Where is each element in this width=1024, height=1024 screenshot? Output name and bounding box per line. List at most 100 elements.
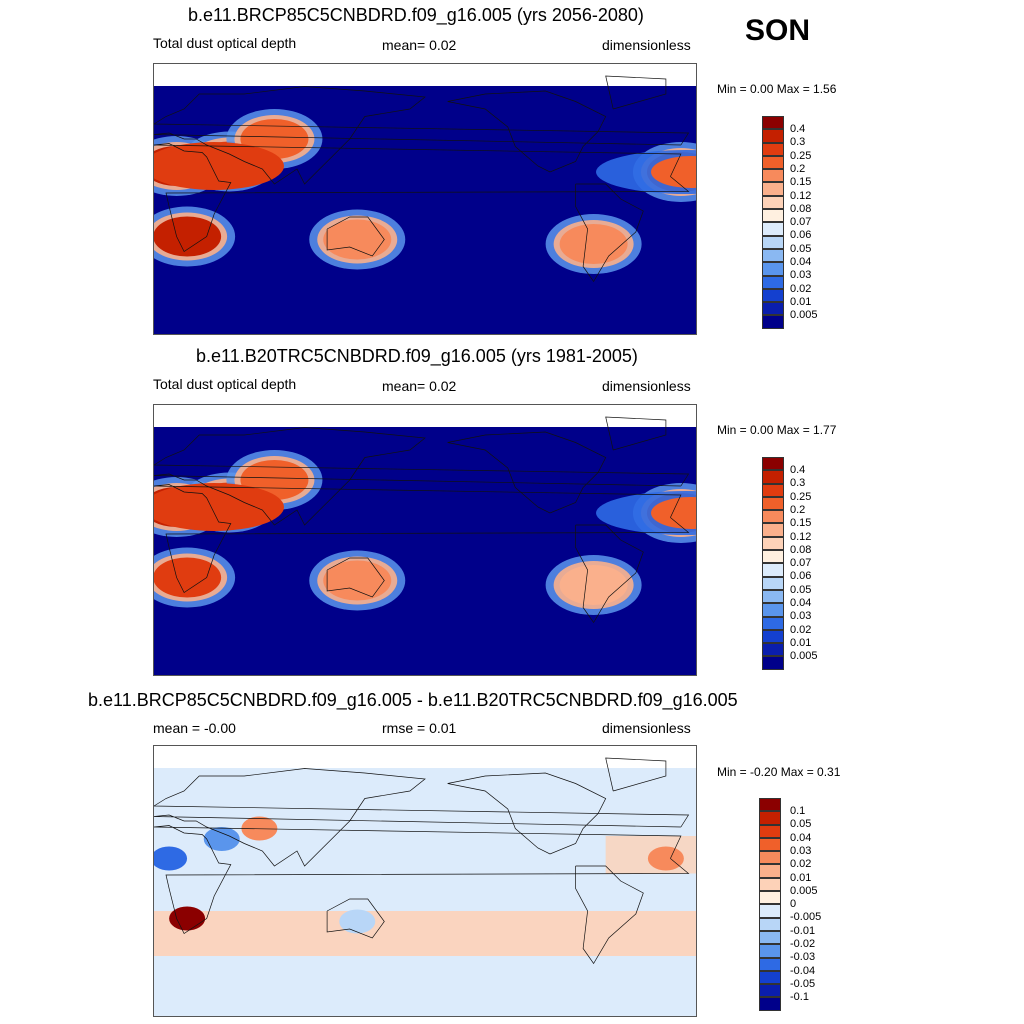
colorbar-tick-label: 0.2 [790,503,806,516]
coastline [605,75,667,110]
panel1-units: dimensionless [602,37,691,53]
colorbar-tick-label: -0.04 [790,964,816,977]
panel3-title: b.e11.BRCP85C5CNBDRD.f09_g16.005 - b.e11… [88,690,738,710]
coastline [326,557,385,598]
plume-core [323,219,392,260]
colorbar-swatch [759,984,781,998]
atlantic-plume-core [651,497,696,529]
colorbar-swatch [762,523,784,537]
plume-core [203,827,240,851]
colorbar-tick-label: 0.2 [790,162,806,175]
no-data-strip [154,405,696,427]
colorbar-swatch [762,470,784,484]
colorbar-swatch [762,169,784,183]
panel1-map-svg [154,64,696,334]
panel3-map [153,745,697,1017]
colorbar-tick-label: 0.02 [790,623,812,636]
sahara-plume [154,483,284,531]
colorbar-swatch [759,891,781,905]
panel2-minmax: Min = 0.00 Max = 1.77 [717,423,837,437]
field-background [154,768,696,1016]
colorbar-tick-label: 0.12 [790,189,812,202]
coastline [575,183,644,283]
colorbar-swatch [762,182,784,196]
colorbar-swatch [762,315,784,329]
colorbar-swatch [762,235,784,249]
colorbar-tick-label: 0.005 [790,650,818,663]
colorbar-tick-label: 0.05 [790,583,812,596]
panel2-variable: Total dust optical depth [153,376,297,392]
panel1-title: b.e11.BRCP85C5CNBDRD.f09_g16.005 (yrs 20… [188,5,644,25]
coastline [575,865,644,965]
colorbar-swatch [762,142,784,156]
colorbar-tick-label: 0.06 [790,229,812,242]
plume-core [154,846,188,871]
colorbar-tick-label: 0.01 [790,636,812,649]
colorbar-swatch [762,563,784,577]
colorbar-swatch [759,811,781,825]
plume-core [169,906,206,931]
colorbar-swatch [762,603,784,617]
colorbar-tick-label: 0.1 [790,805,806,817]
colorbar-tick-label: 0.005 [790,884,818,897]
colorbar-tick-label: -0.05 [790,977,816,990]
no-data-strip [154,746,696,768]
colorbar-tick-label: 0.4 [790,123,806,135]
colorbar-swatch [759,970,781,985]
colorbar-swatch [759,837,781,852]
panel2-units: dimensionless [602,378,691,394]
coastline [154,768,690,867]
colorbar-tick-label: 0.03 [790,610,812,623]
colorbar-tick-label: 0.02 [790,858,812,871]
panel1-minmax: Min = 0.00 Max = 1.56 [717,82,837,96]
colorbar-tick-label: 0.07 [790,557,812,570]
colorbar-tick-label: -0.03 [790,951,816,964]
panel1-colorbar [762,116,784,329]
colorbar-tick-label: 0.05 [790,242,812,255]
colorbar-tick-label: 0.005 [790,309,818,322]
colorbar-swatch [762,616,784,630]
positive-band [154,911,696,956]
colorbar-swatch [762,209,784,223]
colorbar-swatch [759,824,781,838]
colorbar-swatch [762,262,784,276]
colorbar-swatch [762,550,784,564]
colorbar-swatch [762,496,784,511]
colorbar-swatch [762,643,784,657]
colorbar-swatch [762,248,784,263]
colorbar-tick-label: 0.25 [790,149,812,162]
colorbar-swatch [759,864,781,878]
colorbar-swatch [762,629,784,644]
panel1-mean: mean= 0.02 [382,37,457,53]
coastline [154,143,690,253]
coastline [326,216,385,257]
coastline [447,772,607,855]
colorbar-swatch [759,851,781,865]
plume-core [339,909,376,934]
sahara-plume [154,142,284,190]
colorbar-swatch [762,116,784,130]
colorbar-tick-label: 0.06 [790,570,812,583]
colorbar-swatch [762,275,784,289]
colorbar-tick-label: -0.005 [790,911,822,924]
panel3-mean: mean = -0.00 [153,720,236,736]
no-data-strip [154,64,696,86]
colorbar-swatch [762,510,784,524]
colorbar-tick-label: 0.12 [790,530,812,543]
colorbar-swatch [759,917,781,931]
colorbar-swatch [762,536,784,551]
colorbar-swatch [759,877,781,892]
colorbar-tick-label: 0.3 [790,136,806,149]
coastline [447,90,607,173]
colorbar-swatch [759,798,781,812]
coastline [575,524,644,624]
colorbar-swatch [759,930,781,945]
panel2-title: b.e11.B20TRC5CNBDRD.f09_g16.005 (yrs 198… [196,346,638,366]
coastline [326,898,385,939]
panel3-rmse: rmse = 0.01 [382,720,457,736]
colorbar-tick-label: 0.01 [790,871,812,884]
panel3-minmax: Min = -0.20 Max = 0.31 [717,765,841,779]
colorbar-swatch [762,457,784,471]
colorbar-tick-label: 0.08 [790,543,812,556]
colorbar-tick-label: 0.15 [790,176,812,189]
